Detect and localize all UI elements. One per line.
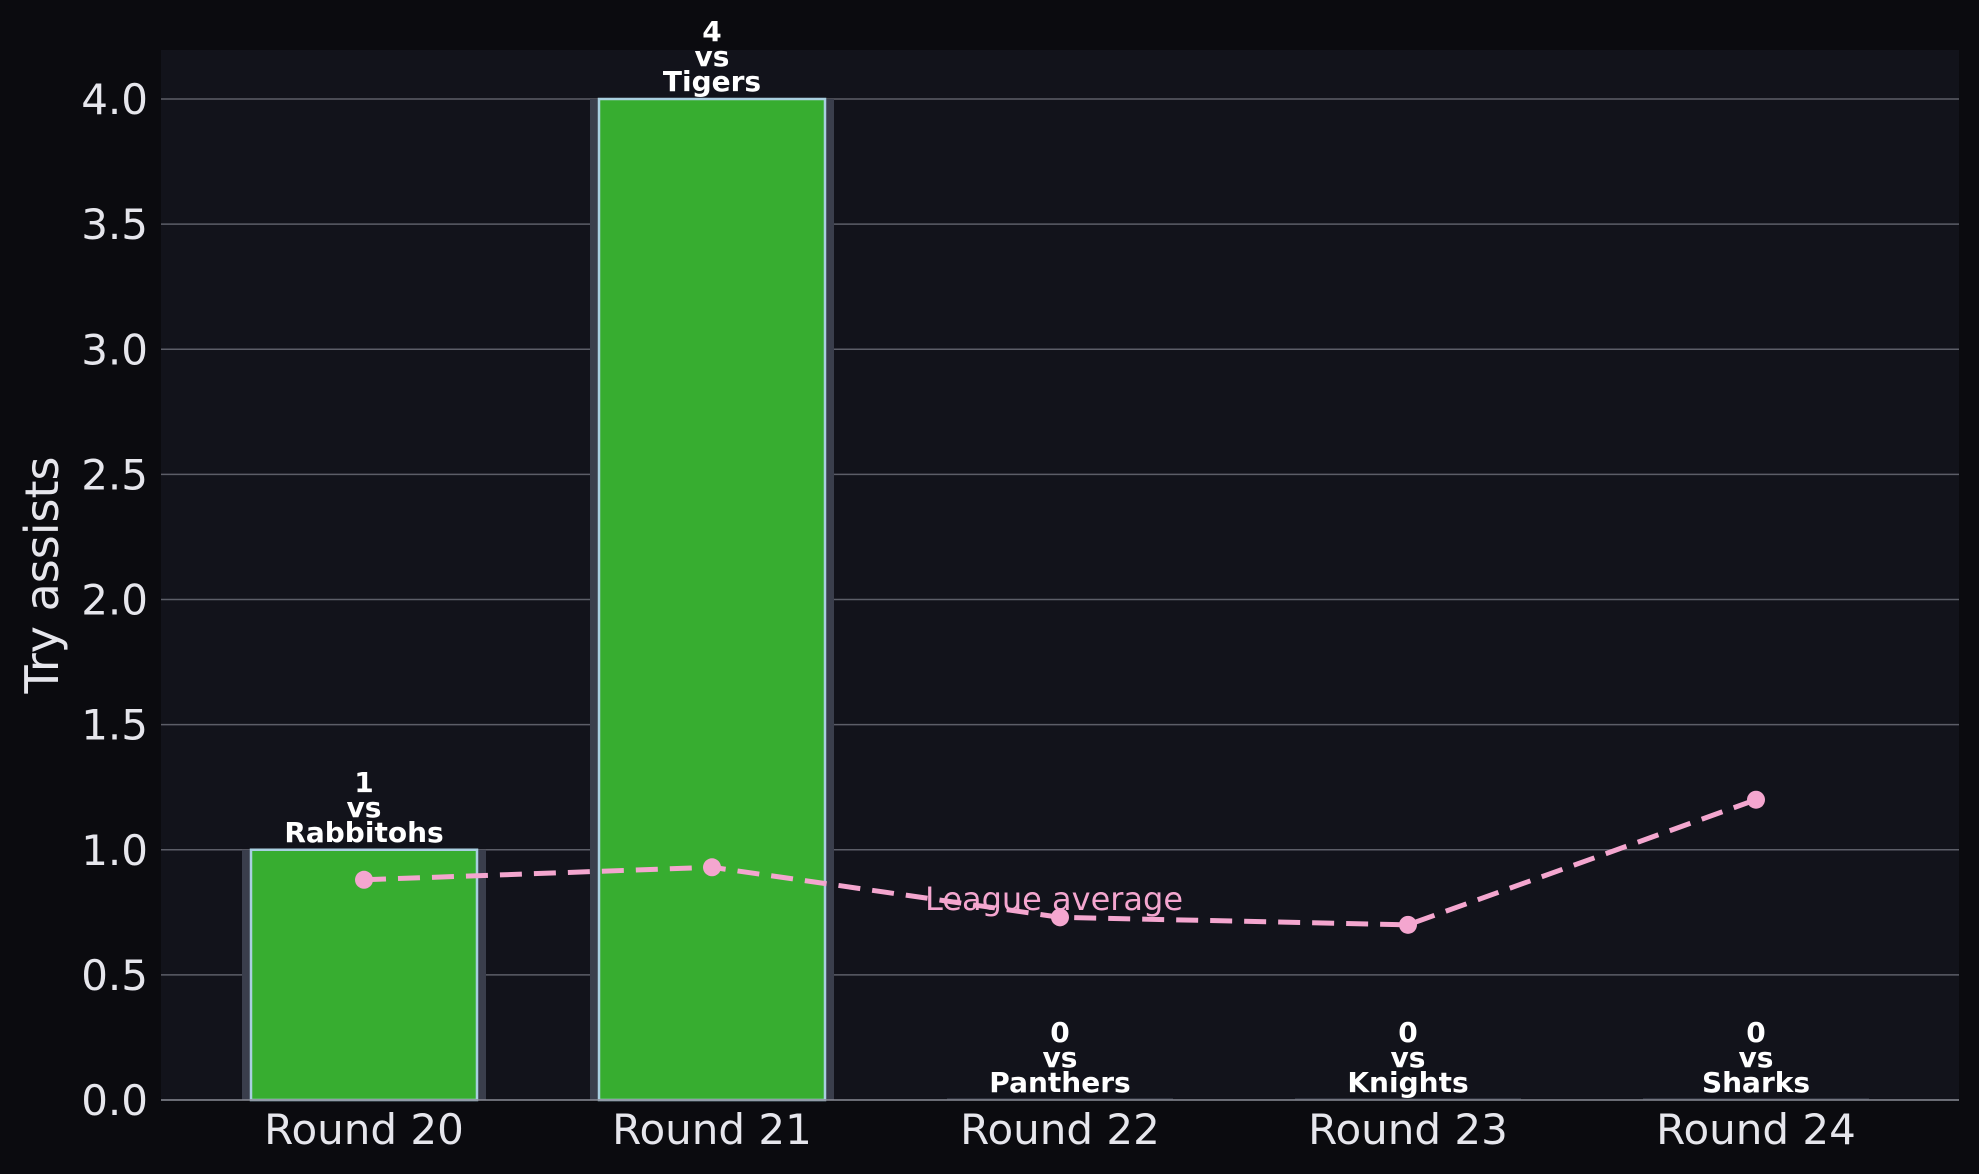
bar — [249, 848, 479, 1102]
bar — [597, 97, 827, 1102]
y-tick-label: 3.0 — [81, 325, 148, 374]
bar-value-label: vs — [1391, 1041, 1426, 1074]
grid-lines — [161, 98, 1959, 976]
x-tick-label: Round 22 — [960, 1105, 1160, 1154]
bar-value-label: 0 — [1746, 1016, 1765, 1049]
y-tick-label: 1.0 — [81, 826, 148, 875]
bar-value-label: 0 — [1050, 1016, 1069, 1049]
league-average-point — [1747, 790, 1765, 809]
bar-value-label: Rabbitohs — [284, 816, 443, 849]
bar-value-label: vs — [1043, 1041, 1078, 1074]
x-tick-label: Round 21 — [612, 1105, 812, 1154]
bar-value-label: Sharks — [1702, 1066, 1810, 1099]
x-tick-label: Round 20 — [264, 1105, 464, 1154]
bar-value-label: Tigers — [663, 65, 761, 98]
league-average-annotation: League average — [925, 880, 1183, 918]
bar-value-label: vs — [347, 791, 382, 824]
y-tick-label: 3.5 — [81, 200, 148, 249]
bar-value-label: 0 — [1398, 1016, 1417, 1049]
x-tick-label: Round 24 — [1656, 1105, 1856, 1154]
bar-value-label: 1 — [354, 766, 373, 799]
league-average-point — [1051, 908, 1069, 927]
bar-value-label: vs — [1739, 1041, 1774, 1074]
average-line — [355, 790, 1765, 934]
bar-value-label: Panthers — [989, 1066, 1130, 1099]
axes: 0.0 0.5 1.0 1.5 2.0 2.5 3.0 3.5 4.0 Round 20 Round… — [81, 75, 1959, 1154]
league-average-point — [355, 870, 373, 889]
x-tick-label: Round 23 — [1308, 1105, 1508, 1154]
y-tick-label: 4.0 — [81, 75, 148, 124]
y-tick-label: 1.5 — [81, 701, 148, 750]
bars — [242, 97, 1869, 1102]
bar-value-label: Knights — [1347, 1066, 1468, 1099]
y-tick-label: 0.5 — [81, 951, 148, 1000]
league-average-point — [1399, 915, 1417, 934]
bar-labels: 1vsRabbitohs4vsTigers0vsPanthers0vsKnigh… — [284, 15, 1810, 1099]
bar-value-label: 4 — [702, 15, 721, 48]
bar-value-label: vs — [695, 40, 730, 73]
y-tick-label: 2.5 — [81, 450, 148, 499]
league-average-point — [703, 858, 721, 877]
y-axis-label: Try assists — [15, 457, 69, 695]
y-tick-label: 2.0 — [81, 576, 148, 625]
y-tick-label: 0.0 — [81, 1076, 148, 1125]
